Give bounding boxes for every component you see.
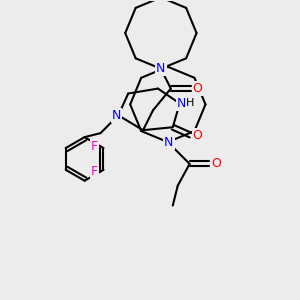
Text: H: H bbox=[185, 98, 194, 108]
Text: N: N bbox=[156, 60, 166, 73]
Text: O: O bbox=[193, 129, 202, 142]
Text: O: O bbox=[212, 158, 221, 170]
Text: N: N bbox=[177, 97, 186, 110]
Text: N: N bbox=[164, 136, 173, 148]
Text: F: F bbox=[91, 140, 98, 152]
Text: N: N bbox=[112, 109, 121, 122]
Text: O: O bbox=[193, 82, 202, 95]
Text: N: N bbox=[156, 62, 166, 75]
Text: F: F bbox=[91, 165, 98, 178]
